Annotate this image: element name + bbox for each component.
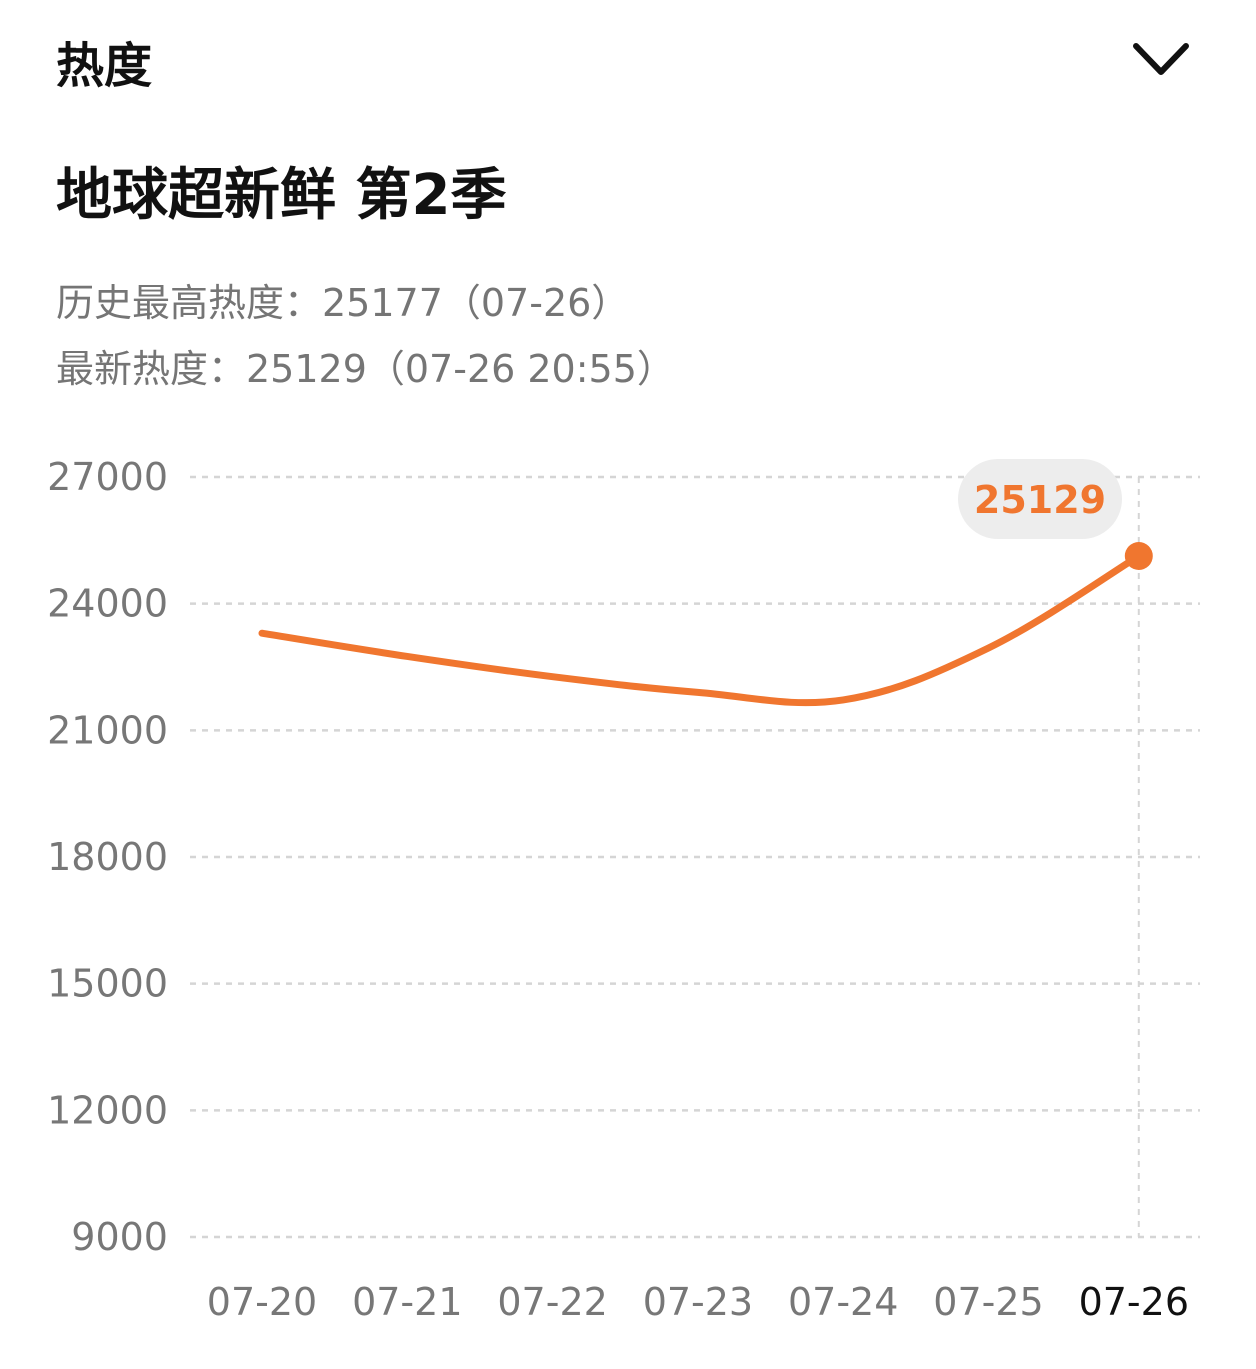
panel-title: 热度 <box>56 38 153 94</box>
y-tick-label: 9000 <box>71 1215 168 1259</box>
show-title: 地球超新鲜 第2季 <box>56 163 507 228</box>
x-tick-label: 07-25 <box>933 1280 1043 1324</box>
series-line <box>258 552 1143 707</box>
heat-line-chart: 27000 24000 21000 18000 15000 12000 9000 07-20 0… <box>47 455 1200 1324</box>
latest-heat-stat: 最新热度：25129（07-26 20:55） <box>56 347 675 391</box>
value-callout-bubble <box>958 459 1122 539</box>
y-tick-label: 12000 <box>47 1088 168 1132</box>
y-tick-label: 24000 <box>47 582 168 626</box>
data-point <box>1124 541 1153 570</box>
peak-heat-stat: 历史最高热度：25177（07-26） <box>56 281 630 325</box>
x-tick-label: 07-20 <box>207 1280 317 1324</box>
x-tick-label: 07-23 <box>643 1280 753 1324</box>
chevron-down-icon[interactable] <box>1128 36 1194 84</box>
y-tick-label: 15000 <box>47 962 168 1006</box>
y-tick-label: 21000 <box>47 708 168 752</box>
y-tick-label: 18000 <box>47 835 168 879</box>
x-tick-label: 07-26 <box>1079 1280 1189 1324</box>
value-callout-label: 25129 <box>974 478 1106 522</box>
x-tick-label: 07-21 <box>352 1280 462 1324</box>
y-tick-label: 27000 <box>47 455 168 499</box>
x-tick-label: 07-24 <box>788 1280 898 1324</box>
x-tick-label: 07-22 <box>497 1280 607 1324</box>
